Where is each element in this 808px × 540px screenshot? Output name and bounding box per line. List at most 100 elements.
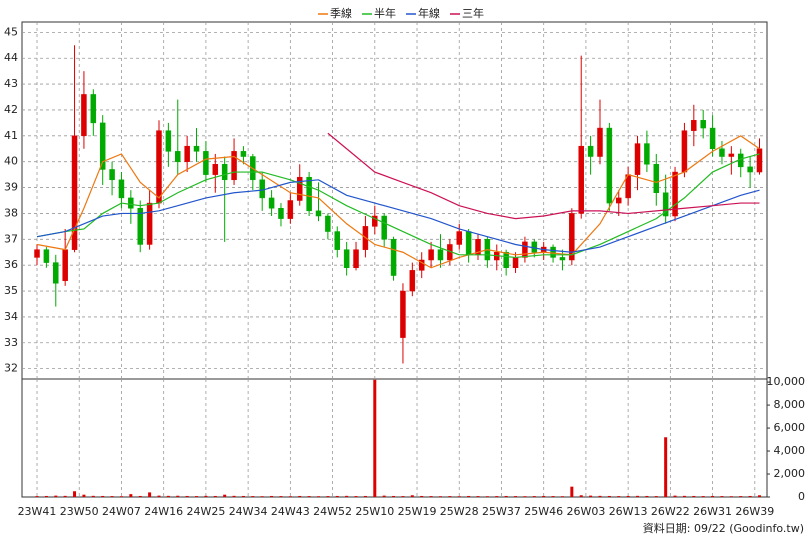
x-tick-label: 26W13: [609, 505, 648, 518]
x-tick-label: 23W50: [60, 505, 99, 518]
ma-line: [36, 179, 760, 253]
y-tick-label: 34: [4, 310, 18, 323]
candle-body: [81, 94, 87, 137]
volume-bar: [326, 496, 330, 497]
candle-body: [71, 135, 78, 250]
volume-bar: [607, 495, 611, 497]
candle-body: [587, 145, 594, 157]
candle-body: [334, 231, 341, 250]
candle-body: [315, 210, 322, 217]
candle-body: [296, 176, 303, 201]
candle-body: [381, 215, 387, 240]
ma-line: [327, 132, 760, 220]
volume-bar: [589, 495, 593, 497]
candle-body: [203, 151, 209, 175]
x-tick-label: 26W03: [566, 505, 605, 518]
y-tick-label: 32: [4, 362, 18, 375]
volume-bar: [110, 496, 114, 497]
volume-bar: [279, 496, 283, 497]
candle-body: [700, 120, 706, 129]
y2-tick-label: 4,000: [774, 444, 806, 457]
candle-body: [278, 208, 284, 219]
y-tick-label: 41: [4, 129, 18, 142]
legend-label: 季線: [330, 6, 352, 20]
y-tick-label: 37: [4, 232, 18, 245]
volume-bar: [251, 496, 255, 497]
volume-bar: [213, 495, 217, 497]
x-tick-label: 23W41: [18, 505, 57, 518]
y-tick-label: 39: [4, 181, 18, 194]
volume-bar: [260, 496, 264, 497]
legend: 季線 半年 年線 三年: [318, 6, 484, 20]
candle-body: [268, 197, 275, 209]
volume-bar: [711, 495, 715, 497]
volume-bar: [673, 495, 677, 497]
candle-body: [503, 251, 509, 269]
candle-body: [691, 120, 697, 131]
candle-body: [456, 231, 462, 245]
candle-body: [353, 249, 359, 269]
volume-bar: [429, 496, 433, 497]
volume-bar: [551, 496, 555, 497]
candle-body: [634, 143, 641, 175]
x-tick-label: 24W16: [144, 505, 183, 518]
legend-label: 三年: [462, 6, 484, 20]
volume-bar: [729, 496, 733, 497]
candle-body: [437, 249, 444, 261]
volume-bar: [542, 495, 546, 497]
volume-bar: [504, 495, 508, 497]
candle-body: [212, 164, 219, 175]
volume-bar: [298, 495, 302, 497]
candle-body: [372, 215, 378, 227]
volume-bar: [138, 495, 142, 497]
volume-bar: [617, 496, 621, 497]
candle-body: [728, 153, 735, 157]
candle-body: [109, 169, 115, 181]
candle-body: [118, 179, 125, 199]
volume-bar: [664, 437, 668, 497]
legend-label: 年線: [418, 6, 440, 20]
volume-bar: [288, 496, 292, 497]
volume-bar: [157, 495, 161, 497]
volume-bar: [307, 496, 311, 497]
candle-body: [221, 164, 228, 181]
y-tick-label: 33: [4, 336, 18, 349]
y-tick-label: 36: [4, 258, 18, 271]
candle-body: [756, 148, 763, 173]
volume-bar: [523, 496, 527, 497]
volume-bar: [420, 495, 424, 497]
y2-tick-label: 6,000: [774, 421, 806, 434]
volume-bar: [185, 495, 189, 497]
volume-bar: [570, 486, 574, 497]
candle-body: [616, 197, 622, 204]
candle-body: [559, 257, 566, 261]
legend-label: 半年: [374, 6, 396, 20]
x-tick-label: 26W22: [651, 505, 690, 518]
y-tick-label: 45: [4, 25, 18, 38]
candle-body: [90, 94, 97, 124]
candle-body: [418, 259, 425, 271]
volume-bar: [270, 495, 274, 497]
candle-body: [43, 249, 50, 263]
volume-bar: [410, 495, 414, 497]
volume-bar: [195, 496, 199, 497]
volume-bar: [316, 496, 320, 497]
volume-bar: [119, 496, 123, 497]
candle-body: [287, 200, 294, 219]
volume-bar: [485, 496, 489, 497]
candle-body: [709, 127, 716, 150]
source: 資料日期: 09/22 (Goodinfo.tw): [643, 521, 804, 535]
y2-tick-label: 8,000: [774, 398, 806, 411]
volume-bar: [692, 495, 696, 497]
volume-bar: [467, 495, 471, 497]
x-tick-label: 25W10: [355, 505, 394, 518]
candle-body: [156, 130, 162, 204]
volume-bar: [757, 495, 761, 497]
volume-bar: [373, 379, 377, 497]
candle-body: [325, 215, 331, 232]
candle-body: [306, 176, 312, 212]
price-panel: [21, 21, 768, 380]
volume-bar: [82, 494, 86, 497]
candle-body: [99, 122, 106, 170]
volume-bar: [720, 496, 724, 497]
